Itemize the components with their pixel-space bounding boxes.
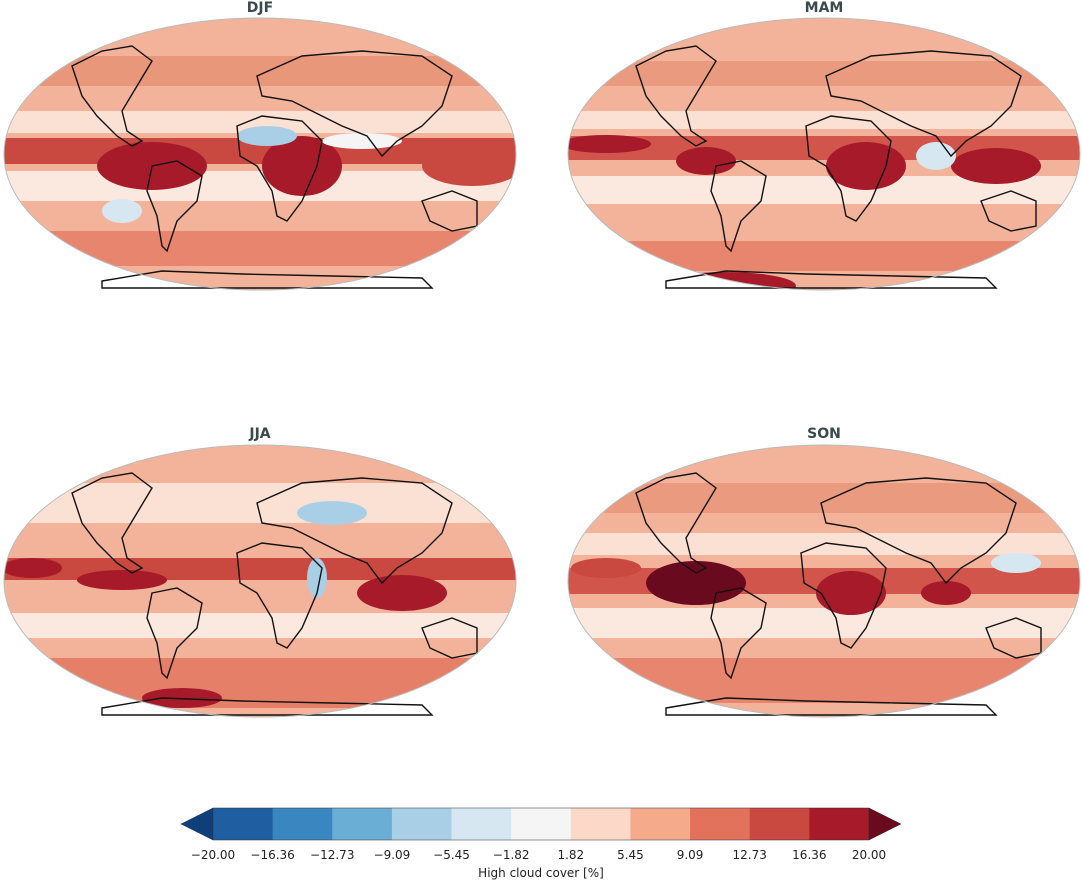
colorbar-extend-low <box>180 807 214 841</box>
map-son <box>567 444 1081 718</box>
colorbar-tick-label: −9.09 <box>373 848 411 862</box>
colorbar-label: High cloud cover [%] <box>478 866 604 880</box>
colorbar-tick-label: 1.82 <box>557 848 585 862</box>
colorbar-tick-label: −5.45 <box>433 848 470 862</box>
colorbar-tick-label: −1.82 <box>492 848 530 862</box>
colorbar-segment <box>749 808 810 840</box>
panel-title-mam: MAM <box>804 0 844 16</box>
field-jja <box>4 445 516 717</box>
colorbar-segment <box>570 808 631 840</box>
map-djf <box>3 17 517 291</box>
colorbar-extend-high <box>868 807 902 841</box>
colorbar-tick-label: 5.45 <box>617 848 644 862</box>
colorbar-segment <box>391 808 453 840</box>
colorbar-tick-label: −20.00 <box>190 848 236 862</box>
colorbar-segment <box>630 808 691 840</box>
colorbar-segment <box>451 808 512 840</box>
colorbar-segment <box>332 808 393 840</box>
colorbar-tick-label: 9.09 <box>676 848 704 862</box>
panel-title-son: SON <box>807 426 841 442</box>
map-jja <box>3 444 517 718</box>
colorbar-tick-label: 12.73 <box>732 848 767 862</box>
colorbar-segment <box>809 808 870 840</box>
colorbar-tick-label: −16.36 <box>250 848 295 862</box>
panel-title-djf: DJF <box>246 0 274 16</box>
coastlines-son <box>635 472 1042 716</box>
colorbar-segment <box>511 808 572 840</box>
colorbar-segment <box>690 808 751 840</box>
colorbar-tick-label: −12.73 <box>310 848 355 862</box>
colorbar-segments <box>212 807 870 841</box>
map-mam <box>567 17 1081 291</box>
colorbar-tick-label: 16.36 <box>792 848 827 862</box>
panel-title-jja: JJA <box>249 426 271 442</box>
coastlines-mam <box>635 45 1037 289</box>
colorbar-segment <box>213 808 274 840</box>
colorbar-tick-label: 20.00 <box>851 848 887 862</box>
coastlines-djf <box>71 45 478 289</box>
colorbar-segment <box>272 808 333 840</box>
